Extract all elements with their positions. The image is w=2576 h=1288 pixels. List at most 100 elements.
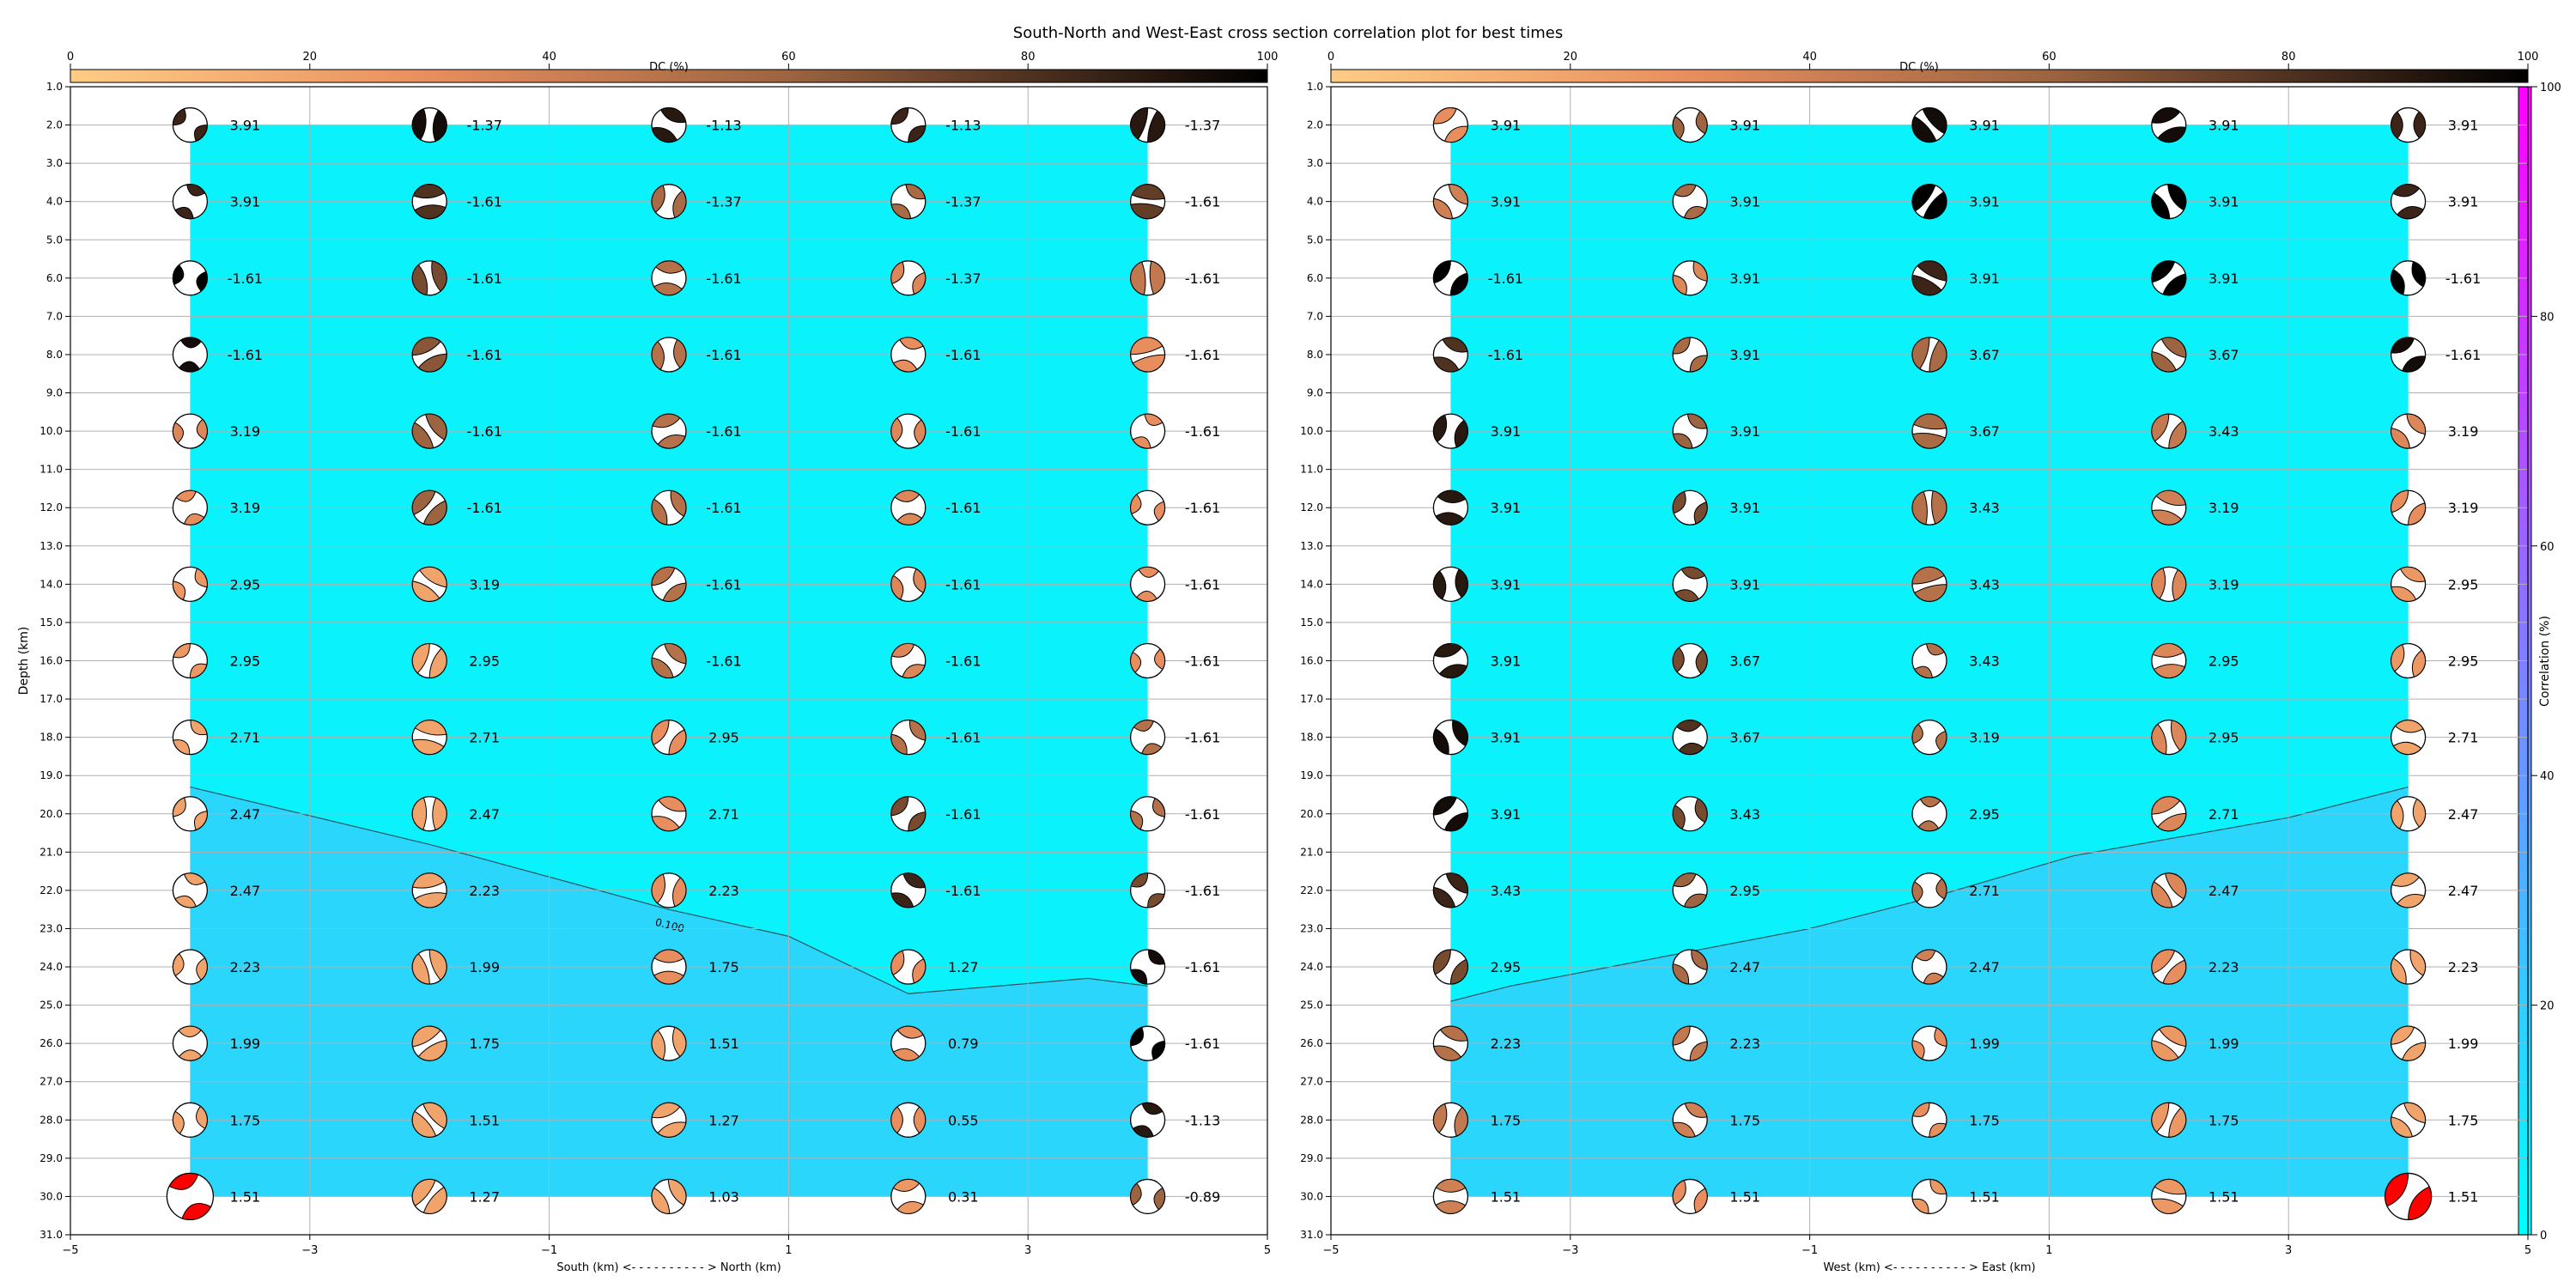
value-label: 2.71 — [230, 730, 261, 746]
beachball-quadrant — [1674, 184, 1697, 197]
beachball-quadrant — [196, 270, 208, 292]
beachball-marker — [1129, 719, 1166, 756]
beachball-quadrant — [2151, 413, 2170, 442]
beachball-quadrant — [670, 489, 687, 517]
value-label: 3.91 — [1491, 806, 1522, 823]
beachball-quadrant — [1437, 489, 1467, 504]
y-tick-label: 19.0 — [39, 769, 63, 781]
beachball-quadrant — [1454, 419, 1468, 448]
y-tick-label: 25.0 — [39, 999, 63, 1012]
value-label: 3.91 — [1969, 194, 2000, 210]
value-label: 2.95 — [1969, 806, 2000, 823]
value-label: -1.61 — [466, 423, 501, 440]
beachball-marker — [411, 872, 447, 908]
beachball-quadrant — [1683, 893, 1708, 908]
beachball-quadrant — [2151, 796, 2181, 815]
value-label: 3.67 — [1729, 730, 1760, 746]
value-label: 2.23 — [469, 883, 500, 899]
value-label: 1.75 — [2208, 1112, 2239, 1128]
value-label: 2.71 — [2208, 806, 2239, 823]
beachball-quadrant — [1935, 730, 1947, 751]
y-tick-label: 30.0 — [1300, 1190, 1323, 1202]
beachball-quadrant — [1130, 107, 1149, 140]
value-label: 2.95 — [708, 730, 739, 746]
value-label: 1.75 — [230, 1112, 261, 1128]
beachball-quadrant — [1130, 872, 1149, 888]
beachball-marker — [172, 260, 209, 296]
beachball-quadrant — [890, 733, 908, 756]
beachball-quadrant — [896, 513, 923, 526]
beachball-quadrant — [659, 107, 687, 124]
beachball-quadrant — [2151, 567, 2166, 600]
x-tick-label: 5 — [1264, 1244, 1271, 1257]
value-label: 1.03 — [708, 1188, 739, 1205]
beachball-quadrant — [168, 1172, 199, 1190]
beachball-marker — [411, 260, 447, 296]
dc-colorbar-tick-label: 80 — [2281, 51, 2296, 64]
beachball-marker — [1911, 872, 1947, 908]
beachball-quadrant — [1675, 720, 1702, 732]
beachball-quadrant — [173, 642, 191, 659]
beachball-quadrant — [892, 359, 918, 373]
beachball-quadrant — [1454, 1106, 1468, 1137]
beachball-marker — [1911, 719, 1947, 756]
value-label: -1.37 — [945, 194, 981, 210]
beachball-quadrant — [172, 953, 185, 977]
value-label: -1.61 — [945, 347, 981, 363]
beachball-quadrant — [1919, 796, 1941, 808]
beachball-marker — [890, 260, 927, 296]
beachball-marker — [2151, 106, 2187, 143]
value-label: -1.61 — [945, 423, 981, 440]
beachball-marker — [172, 796, 209, 832]
y-tick-label: 22.0 — [1300, 884, 1323, 896]
dc-colorbar-tick-label: 0 — [67, 51, 74, 64]
value-label: -1.61 — [466, 500, 501, 516]
beachball-quadrant — [1672, 1121, 1696, 1138]
value-label: 2.71 — [2448, 730, 2479, 746]
value-label: 2.71 — [1969, 883, 2000, 899]
beachball-quadrant — [2391, 799, 2404, 829]
value-label: 2.47 — [1969, 959, 2000, 975]
beachball-quadrant — [2162, 959, 2187, 985]
value-label: 3.91 — [1729, 118, 1760, 134]
y-tick-label: 26.0 — [39, 1037, 63, 1049]
beachball-quadrant — [1132, 354, 1166, 373]
x-tick-label: −3 — [301, 1244, 318, 1257]
value-label: -1.61 — [2445, 270, 2481, 287]
value-label: 2.95 — [469, 653, 500, 670]
value-label: -1.61 — [706, 270, 741, 287]
beachball-quadrant — [908, 125, 927, 143]
beachball-quadrant — [411, 337, 441, 356]
beachball-quadrant — [178, 1025, 202, 1038]
y-tick-label: 14.0 — [39, 578, 63, 590]
y-tick-label: 17.0 — [39, 693, 63, 705]
beachball-marker — [411, 796, 447, 832]
beachball-marker — [172, 184, 209, 220]
value-label: 2.95 — [2208, 730, 2239, 746]
beachball-marker — [1672, 184, 1708, 220]
value-label: 2.23 — [2448, 959, 2479, 975]
beachball-quadrant — [2155, 489, 2187, 506]
beachball-quadrant — [196, 418, 208, 440]
beachball-marker — [1672, 1178, 1708, 1215]
beachball-marker — [1672, 566, 1708, 603]
beachball-quadrant — [1149, 260, 1166, 295]
y-tick-label: 4.0 — [1307, 196, 1323, 208]
x-tick-label: 1 — [2045, 1244, 2052, 1257]
beachball-marker — [1432, 719, 1469, 756]
beachball-marker — [651, 796, 687, 832]
beachball-quadrant — [1674, 589, 1699, 602]
value-label: -1.61 — [466, 194, 501, 210]
beachball-quadrant — [890, 950, 905, 976]
beachball-quadrant — [1130, 810, 1144, 830]
value-label: 2.95 — [230, 576, 261, 592]
x-axis-label: West (km) <- - - - - - - - - - > East (k… — [1823, 1261, 2035, 1274]
value-label: 3.91 — [1491, 576, 1522, 592]
beachball-quadrant — [890, 417, 903, 443]
beachball-quadrant — [664, 643, 687, 665]
beachball-marker — [651, 260, 687, 296]
beachball-marker — [1911, 1102, 1947, 1138]
beachball-quadrant — [2391, 872, 2421, 887]
value-label: 2.47 — [2208, 883, 2239, 899]
y-tick-label: 11.0 — [1300, 464, 1323, 476]
